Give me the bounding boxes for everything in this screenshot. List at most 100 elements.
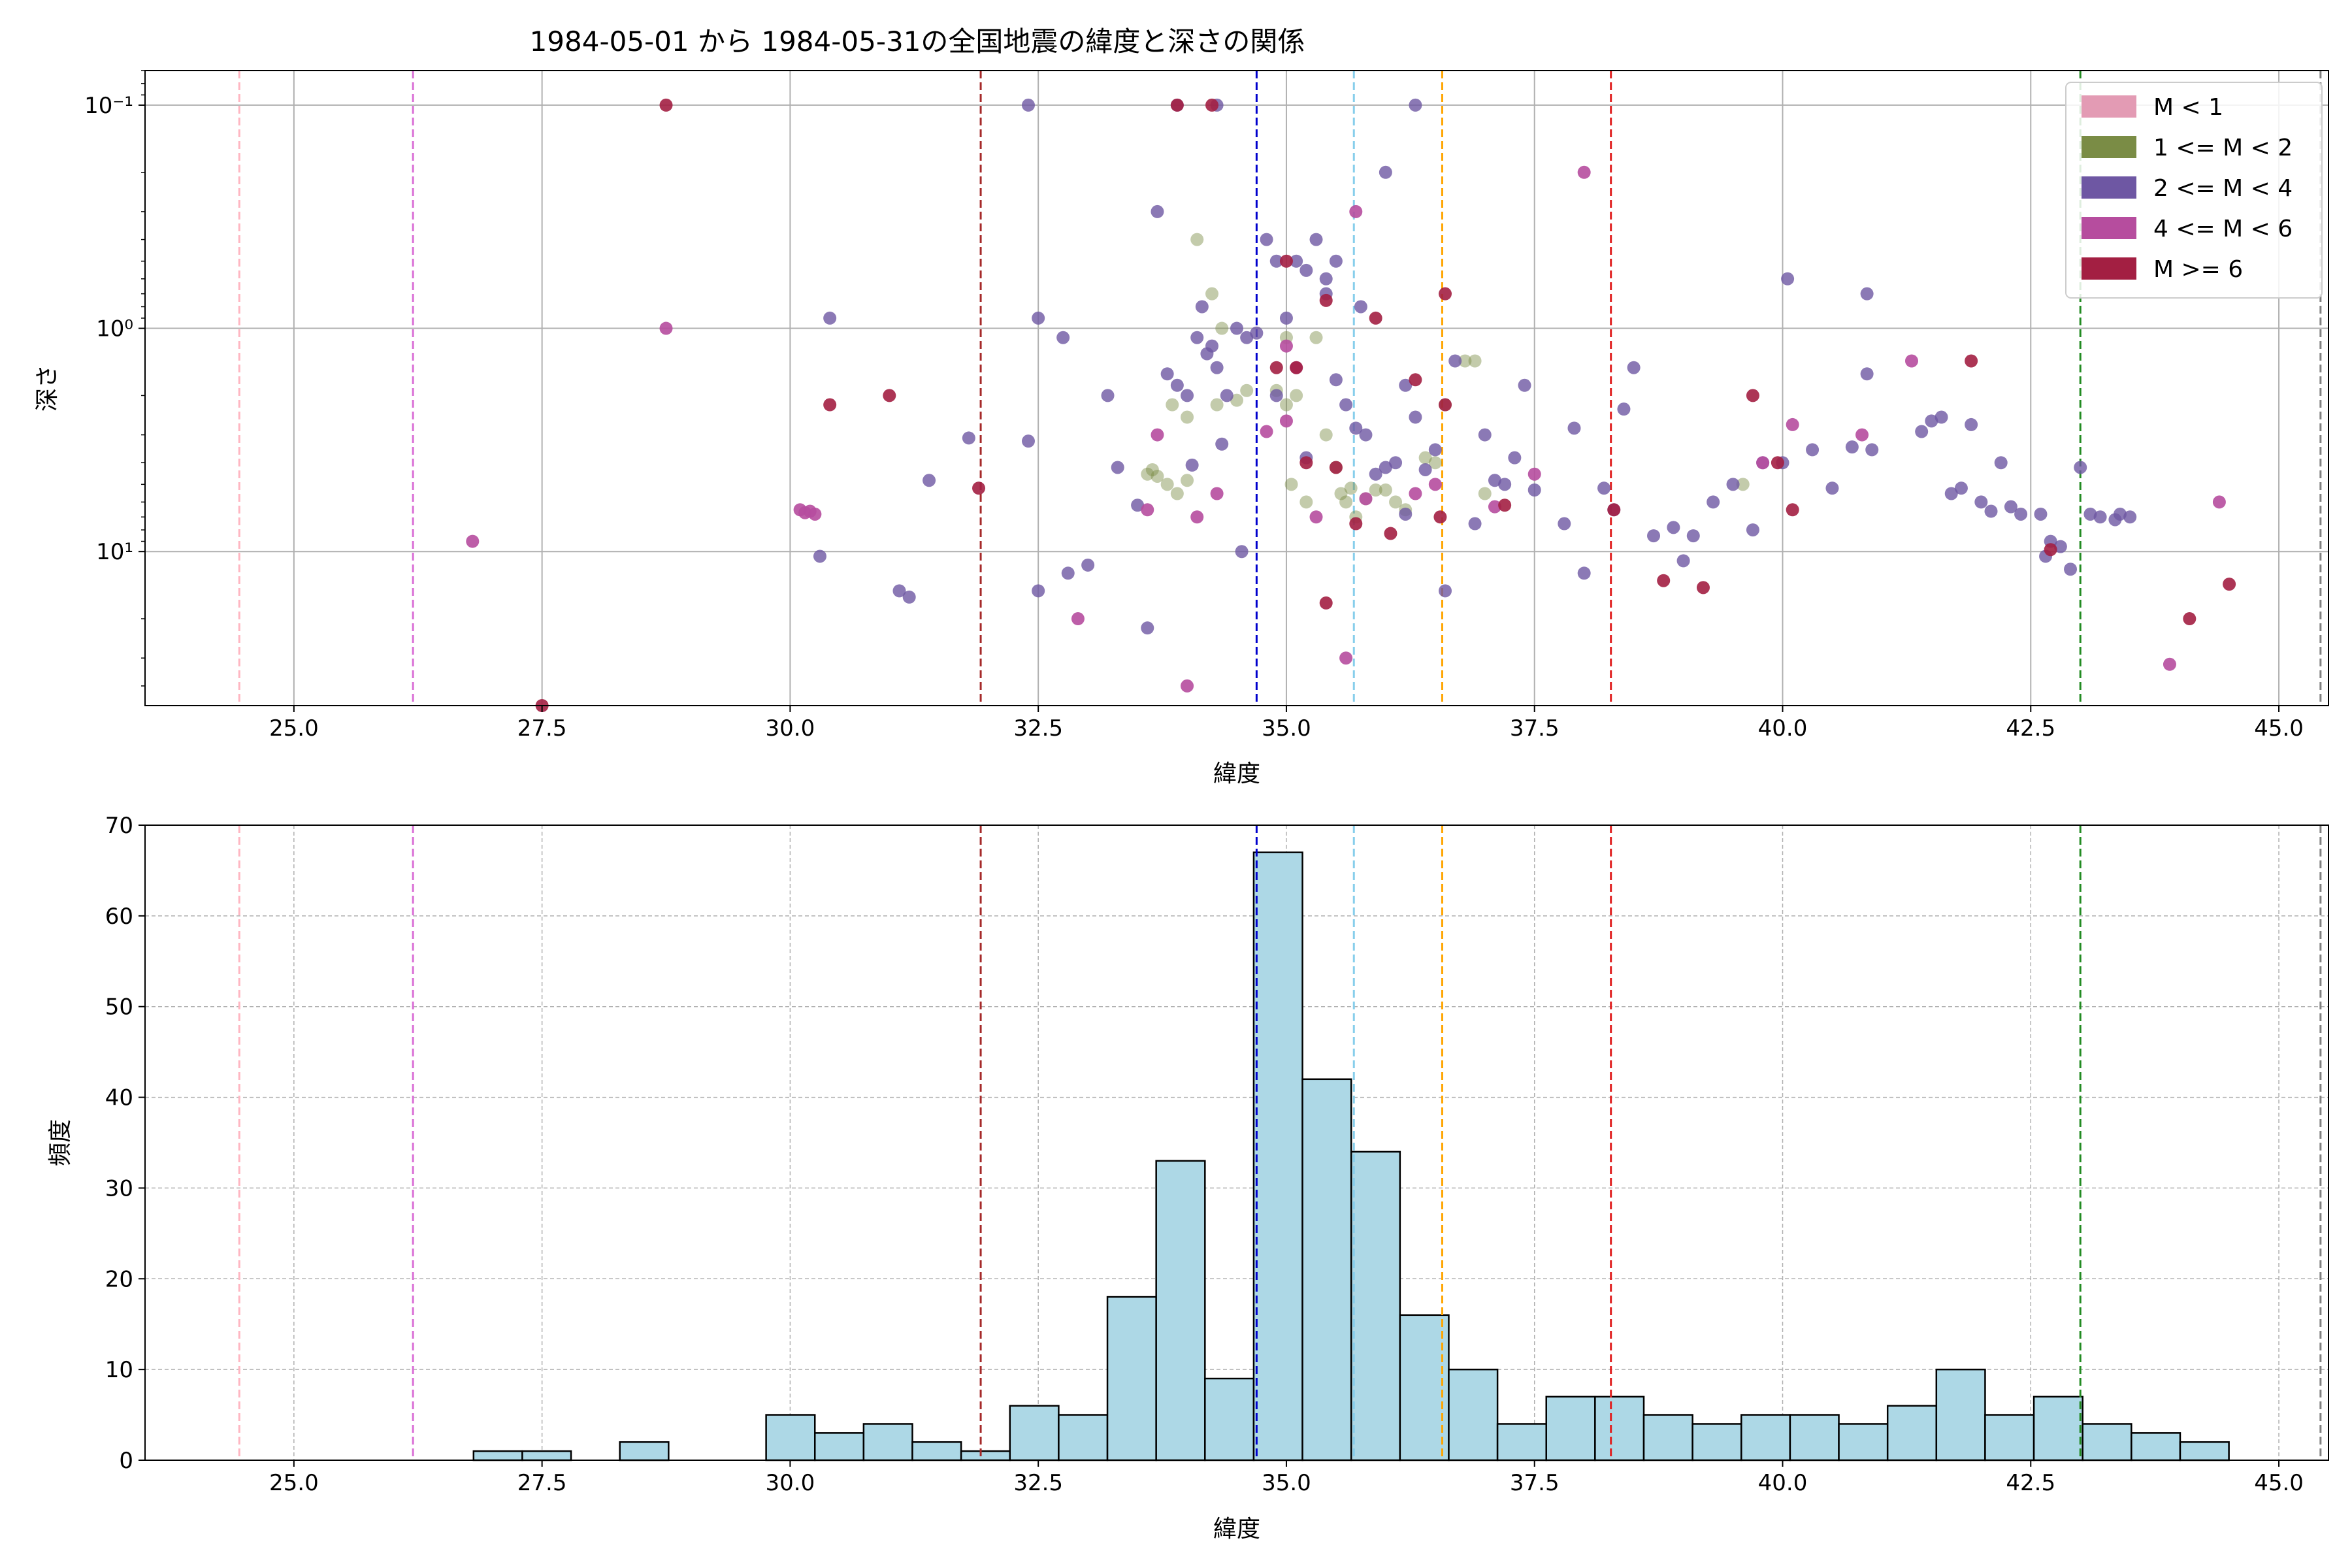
scatter-point — [1205, 339, 1219, 353]
scatter-point — [1339, 495, 1353, 509]
scatter-point — [1141, 621, 1154, 635]
scatter-point — [1349, 517, 1363, 531]
scatter-x-tick-label: 37.5 — [1510, 715, 1560, 742]
histogram-y-tick-label: 10 — [105, 1357, 133, 1383]
scatter-point — [1771, 456, 1784, 470]
scatter-point — [1527, 467, 1541, 481]
scatter-point — [1111, 461, 1124, 474]
scatter-point — [1210, 361, 1224, 374]
scatter-point — [1409, 373, 1422, 387]
scatter-point — [1994, 456, 2008, 470]
scatter-x-tick-label: 30.0 — [766, 715, 815, 742]
histogram-bar — [1496, 1423, 1547, 1462]
scatter-point — [1488, 500, 1501, 514]
histogram-y-tick-label: 40 — [105, 1085, 133, 1111]
scatter-point — [1915, 425, 1929, 438]
scatter-point — [1389, 456, 1403, 470]
scatter-point — [1151, 204, 1164, 218]
scatter-point — [2093, 510, 2107, 524]
scatter-x-tick-label: 40.0 — [1758, 715, 1808, 742]
scatter-point — [1965, 417, 1978, 431]
scatter-point — [1284, 478, 1298, 491]
histogram-x-tick-label: 45.0 — [2254, 1470, 2304, 1496]
scatter-point — [1021, 98, 1035, 112]
scatter-point — [1657, 574, 1671, 587]
scatter-point — [1210, 398, 1224, 412]
scatter-plot: 25.0 27.5 30.0 32.5 35.0 37.5 40.0 42.5 45.0 10⁻… — [34, 70, 2329, 787]
scatter-point — [1904, 354, 1918, 368]
histogram-bar — [911, 1441, 962, 1462]
histogram-bar — [1350, 1151, 1401, 1462]
histogram-bar — [1204, 1377, 1255, 1462]
histogram-bar — [619, 1441, 670, 1462]
histogram-y-axis-label: 頻度 — [47, 1119, 74, 1166]
scatter-point — [2223, 578, 2236, 591]
scatter-point — [466, 534, 480, 548]
histogram-x-tick-label: 32.5 — [1013, 1470, 1063, 1496]
scatter-point — [1190, 331, 1204, 344]
scatter-x-tick-label: 32.5 — [1013, 715, 1063, 742]
scatter-point — [1488, 474, 1501, 487]
scatter-point — [1369, 467, 1382, 481]
scatter-point — [2183, 612, 2197, 626]
scatter-point — [2044, 543, 2057, 557]
scatter-point — [1185, 458, 1199, 472]
scatter-point — [902, 590, 916, 604]
scatter-point — [923, 474, 936, 487]
scatter-point — [1418, 451, 1432, 465]
histogram-bar — [1252, 851, 1303, 1462]
scatter-point — [1181, 389, 1194, 402]
histogram-x-tick-label: 42.5 — [2006, 1470, 2055, 1496]
scatter-point — [1056, 331, 1070, 344]
scatter-x-ticks: 25.0 27.5 30.0 32.5 35.0 37.5 40.0 42.5 45.0 — [269, 706, 2304, 742]
scatter-gridlines — [145, 71, 2328, 706]
legend: M < 1 1 <= M < 2 2 <= M < 4 4 <= M < 6 M >= … — [2065, 82, 2323, 299]
scatter-point — [1418, 463, 1432, 476]
scatter-x-axis-label: 緯度 — [1213, 760, 1260, 787]
scatter-point — [1319, 428, 1333, 442]
histogram-bar — [1691, 1423, 1742, 1462]
scatter-point — [1439, 584, 1452, 598]
scatter-point — [1369, 311, 1382, 325]
scatter-point — [1141, 467, 1154, 481]
legend-entry-label: 2 <= M < 4 — [2153, 175, 2293, 202]
scatter-point — [2212, 495, 2226, 509]
legend-entry-label: M < 1 — [2153, 94, 2223, 121]
scatter-point — [1141, 503, 1154, 517]
scatter-point — [1205, 98, 1219, 112]
scatter-point — [2014, 507, 2028, 521]
histogram-bar — [1594, 1396, 1645, 1462]
scatter-point — [1696, 581, 1710, 595]
histogram-gridlines — [145, 825, 2328, 1461]
scatter-point — [1647, 529, 1661, 543]
scatter-x-tick-label: 25.0 — [269, 715, 319, 742]
scatter-point — [1428, 478, 1442, 491]
scatter-point — [1855, 428, 1869, 442]
scatter-plot-frame — [144, 70, 2329, 706]
scatter-point — [883, 389, 896, 402]
histogram-bar — [862, 1423, 913, 1462]
scatter-point — [1369, 483, 1382, 497]
scatter-point — [2053, 540, 2067, 553]
histogram-y-tick-label: 20 — [105, 1266, 133, 1292]
histogram-y-tick-label: 50 — [105, 994, 133, 1021]
scatter-x-tick-label: 27.5 — [517, 715, 567, 742]
scatter-point — [1379, 483, 1392, 497]
scatter-point — [1344, 482, 1358, 495]
scatter-point — [1329, 254, 1343, 268]
scatter-point — [1756, 456, 1770, 470]
scatter-point — [1279, 311, 1293, 325]
scatter-point — [1339, 651, 1353, 665]
legend-swatch — [2082, 257, 2136, 280]
scatter-point — [1240, 331, 1254, 344]
scatter-point — [1954, 482, 1968, 495]
scatter-point — [1617, 402, 1631, 416]
scatter-point — [1230, 393, 1243, 407]
histogram-bar — [472, 1450, 523, 1462]
scatter-point — [1433, 510, 1447, 524]
scatter-point — [1448, 354, 1462, 368]
scatter-point — [808, 507, 822, 521]
scatter-point — [1686, 529, 1700, 543]
scatter-point — [1279, 398, 1293, 412]
scatter-y-tick-label: 10⁻¹ — [84, 93, 133, 119]
